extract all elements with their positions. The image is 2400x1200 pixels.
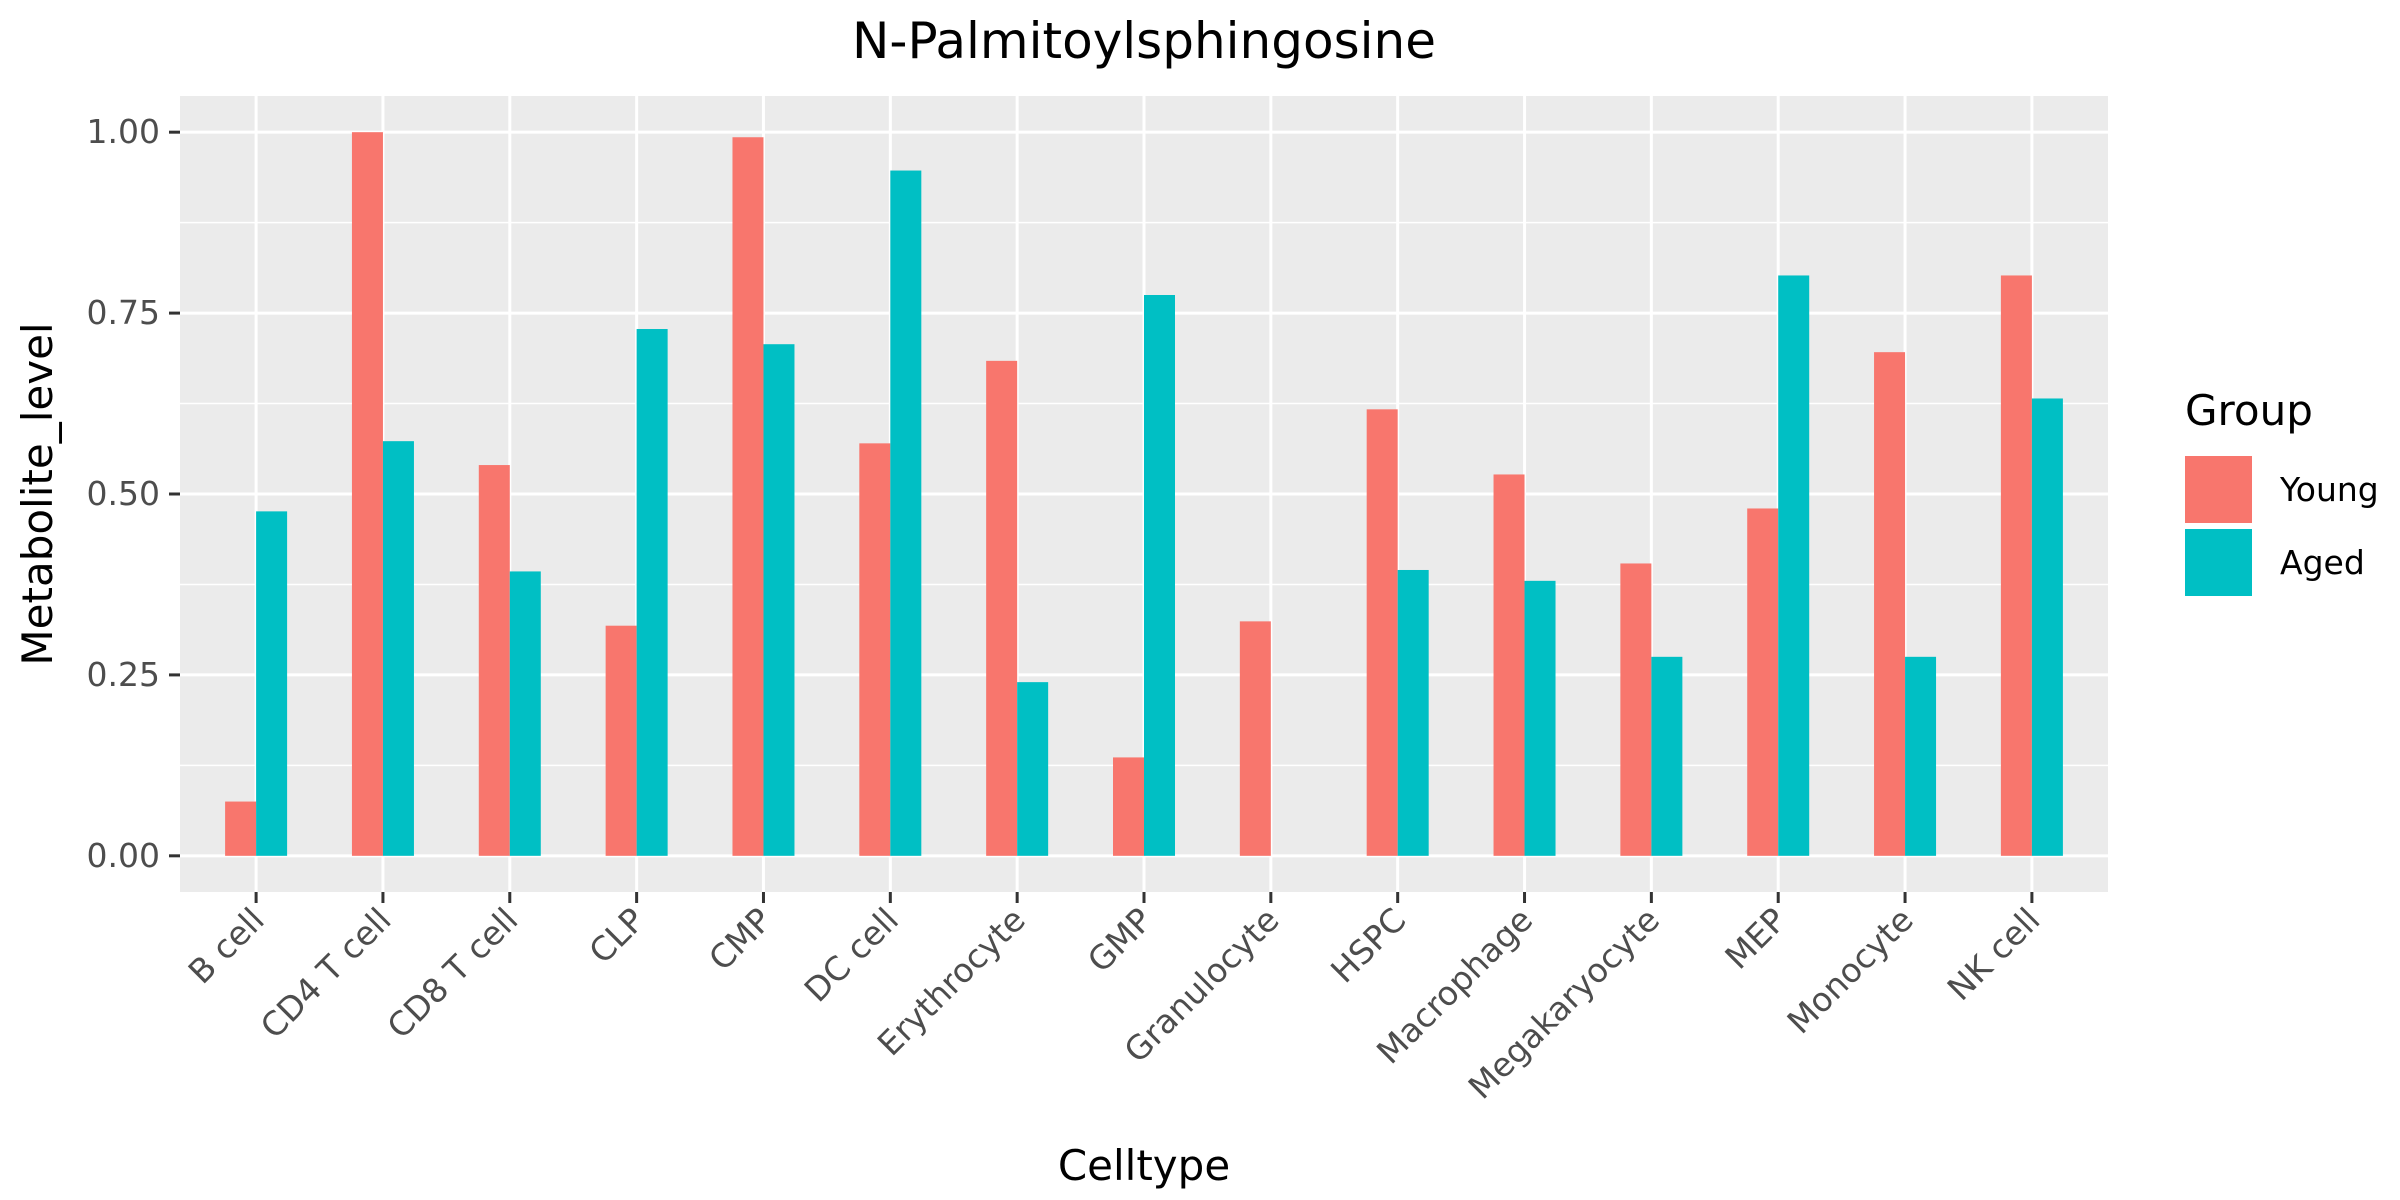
y-tick-label: 0.75 — [87, 293, 160, 332]
bar-aged-dc-cell — [890, 170, 922, 856]
bar-aged-cd4-t-cell — [382, 441, 414, 856]
bar-young-cd4-t-cell — [351, 132, 383, 856]
bar-aged-mep — [1778, 275, 1810, 856]
legend: Group Young Aged — [2185, 386, 2379, 596]
bar-young-nk-cell — [2000, 275, 2032, 856]
legend-title: Group — [2185, 386, 2313, 435]
bar-aged-erythrocyte — [1017, 682, 1049, 856]
bar-young-cd8-t-cell — [478, 465, 510, 856]
bar-young-gmp — [1113, 757, 1144, 856]
x-tick-label: GMP — [1080, 900, 1160, 980]
bar-young-clp — [605, 625, 637, 856]
legend-label-aged: Aged — [2280, 543, 2365, 582]
y-axis-title: Metabolite_level — [13, 322, 62, 665]
x-tick-label: HSPC — [1323, 900, 1413, 990]
x-tick-label: CMP — [701, 900, 779, 978]
bar-aged-nk-cell — [2031, 398, 2063, 856]
bars — [225, 132, 2063, 856]
y-tick-label: 0.50 — [87, 474, 160, 513]
bar-aged-b-cell — [256, 511, 288, 856]
legend-key-young — [2185, 456, 2252, 523]
bar-young-granulocyte — [1239, 621, 1271, 856]
bar-aged-clp — [636, 329, 668, 856]
y-tick-label: 1.00 — [87, 112, 160, 151]
bar-young-b-cell — [225, 801, 257, 856]
bar-aged-hspc — [1397, 569, 1429, 856]
x-tick-label: CD8 T cell — [380, 900, 526, 1046]
x-tick-label: Monocyte — [1780, 900, 1921, 1041]
x-tick-label: CD4 T cell — [253, 900, 399, 1046]
x-tick-label: MEP — [1717, 900, 1794, 977]
bar-aged-cmp — [763, 344, 795, 856]
bar-aged-cd8-t-cell — [509, 571, 541, 856]
x-tick-label: DC cell — [797, 900, 906, 1009]
y-tick-label: 0.25 — [87, 655, 160, 694]
bar-young-erythrocyte — [986, 360, 1018, 856]
x-tick-label: NK cell — [1940, 900, 2048, 1008]
x-axis-title: Celltype — [1058, 1141, 1230, 1190]
y-tick-label: 0.00 — [87, 836, 160, 875]
legend-label-young: Young — [2279, 470, 2379, 509]
bar-young-macrophage — [1493, 474, 1525, 856]
bar-young-dc-cell — [859, 443, 891, 856]
bar-young-hspc — [1366, 409, 1398, 856]
bar-aged-megakaryocyte — [1651, 656, 1683, 856]
x-tick-label: B cell — [181, 900, 272, 991]
bar-young-megakaryocyte — [1620, 563, 1652, 856]
bar-young-monocyte — [1874, 352, 1906, 856]
bar-aged-gmp — [1144, 295, 1175, 856]
legend-key-aged — [2185, 529, 2252, 596]
bar-aged-macrophage — [1524, 580, 1556, 856]
x-tick-label: CLP — [581, 900, 652, 971]
bar-aged-monocyte — [1905, 656, 1937, 856]
y-axis: 0.00 0.25 0.50 0.75 1.00 — [87, 112, 180, 875]
bar-young-mep — [1747, 508, 1779, 856]
bar-young-cmp — [732, 137, 764, 856]
chart-title: N-Palmitoylsphingosine — [852, 12, 1436, 70]
